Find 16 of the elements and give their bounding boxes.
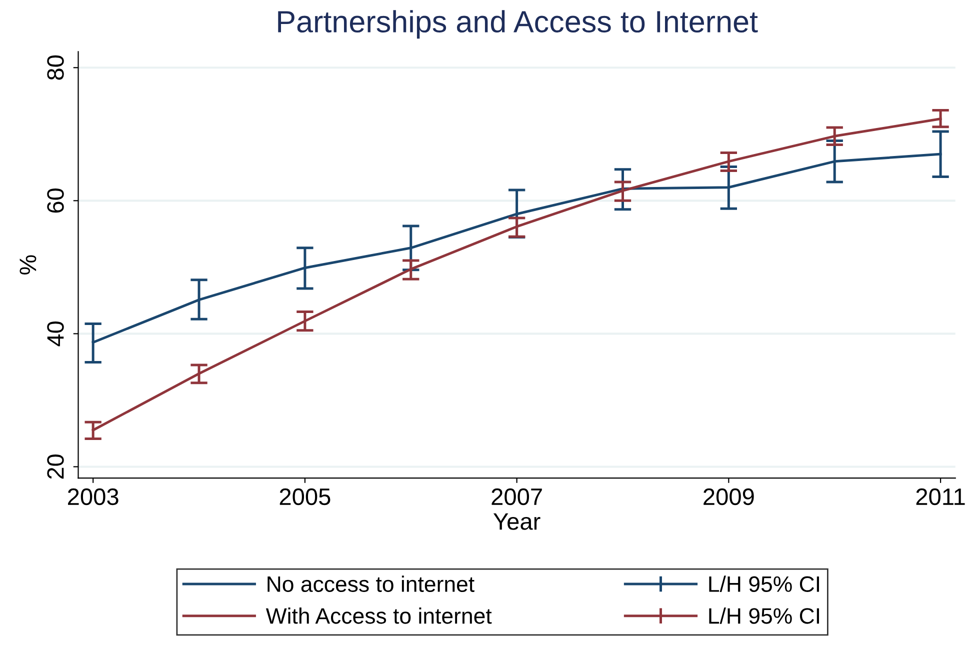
- y-tick-label: 40: [47, 321, 64, 346]
- legend-label: With Access to internet: [266, 608, 492, 624]
- legend-label: No access to internet: [268, 576, 474, 592]
- text: L/H 95% CI: [709, 608, 819, 624]
- x-tick-label: 2007: [492, 488, 542, 506]
- x-tick-label: 2011: [916, 488, 965, 506]
- x-axis-title: Year: [493, 513, 540, 530]
- y-axis-title: %: [20, 255, 36, 275]
- x-tick-label: 2009: [704, 488, 754, 506]
- y-tick-label: 20: [47, 454, 64, 479]
- x-tick-label: 2005: [280, 488, 330, 506]
- y-tick-label: 80: [47, 55, 64, 80]
- text: L/H 95% CI: [709, 576, 819, 592]
- x-tick-label: 2003: [68, 488, 118, 506]
- y-tick-label: 60: [47, 188, 64, 213]
- chart-title: Partnerships and Access to Internet: [278, 10, 758, 39]
